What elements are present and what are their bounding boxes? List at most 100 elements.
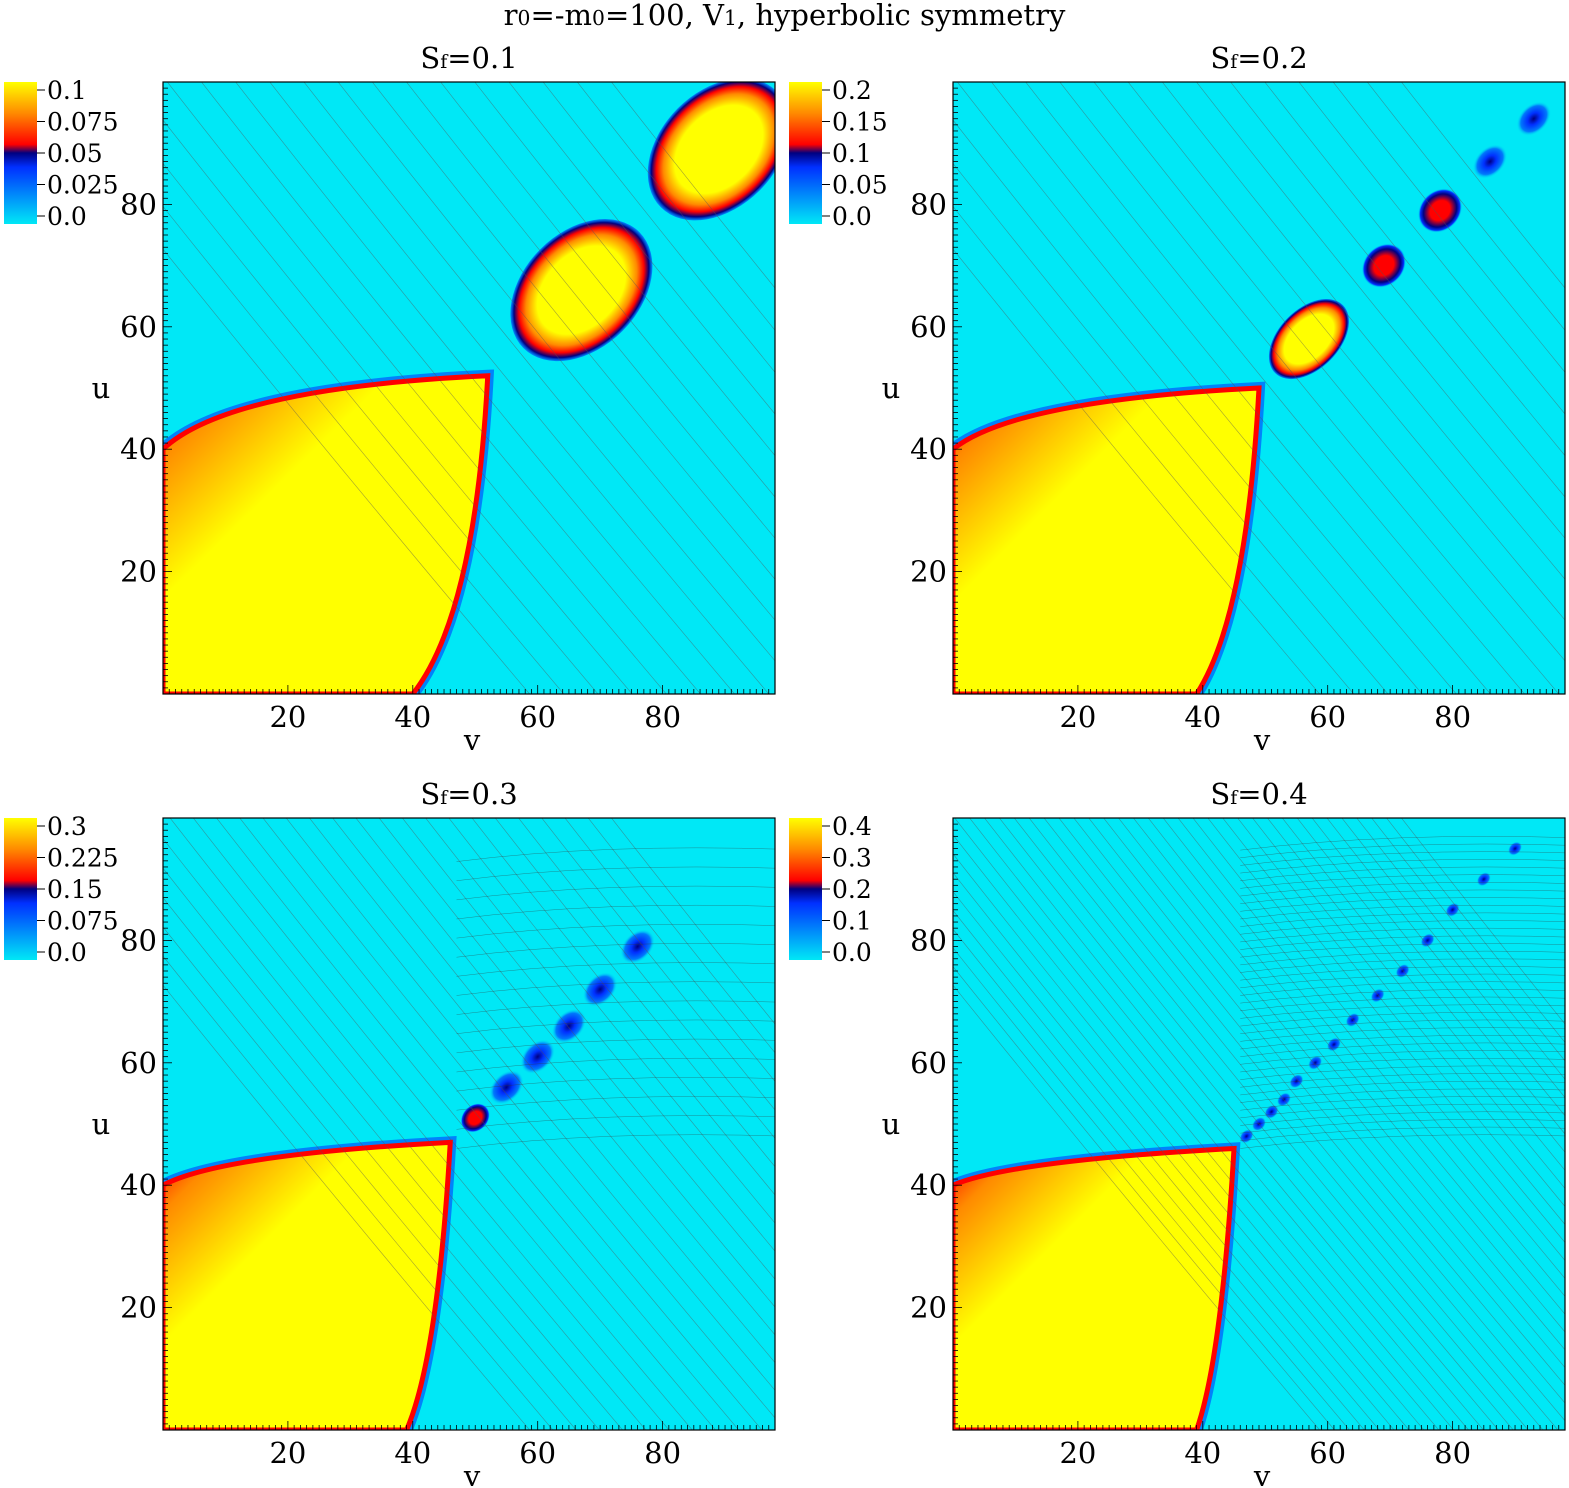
x-tick-label: 60 [519, 1436, 556, 1470]
x-tick-label: 20 [269, 700, 306, 734]
y-axis-label: u [92, 1107, 111, 1141]
contour-line [1240, 935, 1565, 950]
contour-line [285, 818, 775, 1419]
contour-line [1147, 818, 1565, 1333]
colorbar-label: 0.075 [47, 907, 119, 936]
contour-line [953, 947, 1350, 1430]
contour-line [587, 818, 775, 1054]
y-tick-label: 40 [910, 1168, 947, 1202]
contour-line [456, 962, 775, 977]
contour-line [192, 818, 693, 1430]
contour-line [1240, 1065, 1565, 1080]
data-blob [1361, 243, 1406, 288]
contour-line [1240, 866, 1565, 881]
contour-line [1240, 836, 1565, 851]
colorbar-label: 0.0 [47, 202, 87, 231]
contour-line [1025, 82, 1526, 694]
colorbar-label: 0.15 [47, 875, 103, 904]
contour-line [1240, 1088, 1565, 1103]
contour-line [953, 891, 1395, 1430]
contour-line [456, 924, 775, 939]
contour-line [1264, 82, 1565, 457]
contour-line [456, 1000, 775, 1015]
main-region [163, 1139, 453, 1430]
contour-line [235, 82, 736, 694]
contour-line [542, 82, 775, 373]
data-blob [510, 219, 653, 362]
contour-line [1240, 1019, 1565, 1034]
contour-line [1240, 1119, 1565, 1134]
y-tick-label: 20 [120, 1291, 157, 1325]
contour-line [471, 818, 775, 1196]
contour-line [456, 1038, 775, 1054]
colorbar [4, 82, 37, 224]
contour-line [456, 866, 775, 881]
contour-line [1088, 818, 1565, 1404]
contour-line [1240, 1073, 1565, 1088]
contour-line [163, 955, 554, 1430]
contour-line [1332, 82, 1565, 373]
contour-line [1240, 966, 1565, 981]
x-axis-label: v [1253, 723, 1271, 757]
contour-line [1240, 981, 1565, 996]
contour-line [1118, 818, 1565, 1369]
contour-line [166, 82, 667, 694]
data-blob [1418, 188, 1463, 233]
y-tick-label: 60 [120, 310, 157, 344]
y-tick-label: 80 [910, 187, 947, 221]
contour-line [448, 818, 775, 1224]
x-tick-label: 40 [394, 1436, 431, 1470]
data-blob [1268, 299, 1349, 380]
contour-line [1371, 818, 1565, 1062]
contour-line [1267, 818, 1565, 1189]
contour-line [163, 838, 647, 1430]
contour-line [954, 818, 1455, 1430]
x-tick-label: 40 [1184, 700, 1221, 734]
subplot-4: 20 40 60 80 20 40 60 80 v u Sf=0.4 0.4 0.30.2 0.10.0 [789, 777, 1566, 1488]
contour-line [1281, 818, 1565, 1171]
contour-line [1252, 818, 1565, 1207]
contour-line [355, 818, 775, 1336]
title-part: =0.1 [447, 41, 517, 75]
subplot-title: Sf=0.1 [420, 41, 517, 75]
contour-line [953, 834, 1440, 1430]
contour-line [1240, 843, 1565, 859]
data-blob [520, 1039, 555, 1074]
contour-line [1240, 1126, 1565, 1142]
contour-line [1058, 818, 1559, 1430]
contour-line [1298, 82, 1565, 415]
contour-line [163, 984, 531, 1430]
contour-line [456, 904, 775, 920]
x-tick-label: 60 [1309, 700, 1346, 734]
title-part: S [1210, 777, 1230, 811]
contour-line [1240, 996, 1565, 1012]
y-axis-label: u [882, 1107, 901, 1141]
contour-line [456, 1134, 775, 1149]
data-blob [1507, 841, 1523, 856]
contour-line [456, 1057, 775, 1073]
contour-line [1240, 958, 1565, 973]
colorbar [789, 82, 822, 224]
x-tick-label: 60 [519, 700, 556, 734]
contour-line [1240, 973, 1565, 989]
data-blob [1264, 1104, 1279, 1119]
figure-suptitle: r0=-m0=100, V1, hyperbolic symmetry [0, 0, 1569, 30]
contour-line [953, 910, 1380, 1430]
contour-line [991, 82, 1491, 694]
data-blob [1308, 1055, 1323, 1070]
y-tick-label: 20 [910, 1291, 947, 1325]
contour-line [1240, 943, 1565, 958]
contour-line [1240, 1012, 1565, 1027]
contour-line [984, 818, 1484, 1430]
colorbar-label: 0.3 [47, 812, 87, 841]
contour-line [1240, 1057, 1565, 1073]
contour-line [1240, 1042, 1565, 1057]
contour-line [371, 82, 775, 580]
contour-line [425, 818, 775, 1252]
contour-line [163, 205, 565, 694]
contour-line [337, 82, 775, 621]
y-axis-label: u [882, 371, 901, 405]
contour-line [1240, 882, 1565, 897]
